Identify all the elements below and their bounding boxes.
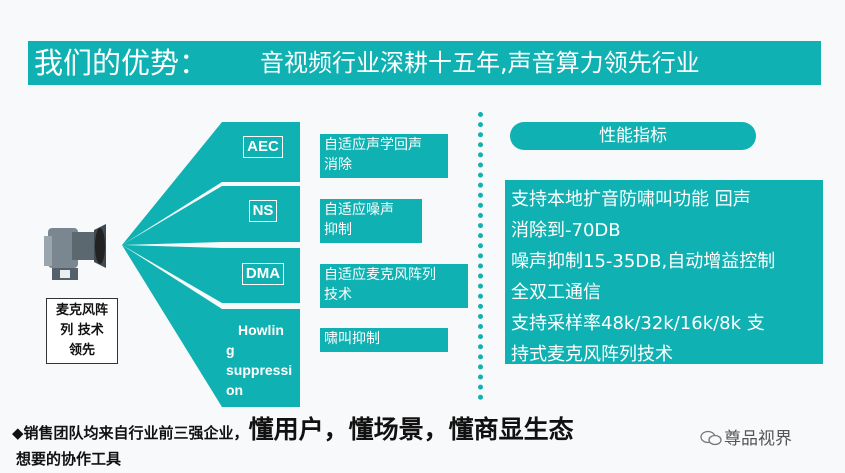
performance-line-6: 持式麦克风阵列技术 [511,344,673,365]
desc-aec-line-1: 自适应声学回声 [324,137,422,153]
title-slogan: 音视频行业深耕十五年,声音算力领先行业 [260,49,700,77]
performance-line-1: 支持本地扩音防啸叫功能 回声 [511,189,751,210]
desc-howling-line-1: 啸叫抑制 [324,331,380,347]
device-label: 麦克风阵 列 技术 领先 [46,298,118,364]
desc-dma: 自适应麦克风阵列 技术 [320,264,468,308]
module-howling-label-4: on [226,382,244,398]
fan-wedge-howling [122,245,300,407]
watermark-text: 尊品视界 [724,429,792,449]
performance-line-2: 消除到-70DB [511,220,621,241]
desc-aec: 自适应声学回声 消除 [320,134,448,178]
module-ns-label: NS [248,200,278,222]
module-howling: Howlin g suppressi on [226,320,302,400]
performance-line-4: 全双工通信 [511,282,601,303]
title-banner: 我们的优势： 音视频行业深耕十五年,声音算力领先行业 [28,41,821,85]
module-aec-label: AEC [243,136,283,158]
footer-bullet: ◆ [12,424,24,442]
module-howling-label-2: g [226,342,235,358]
fan-wedge-dma [122,245,300,303]
footer-slogan: 懂用户，懂场景，懂商显生态 [248,415,574,444]
performance-box: 支持本地扩音防啸叫功能 回声 消除到-70DB 噪声抑制15-35DB,自动增益… [505,180,823,365]
module-ns: NS [230,200,296,222]
wechat-icon [700,430,722,446]
desc-ns-line-2: 抑制 [324,222,352,238]
conference-camera-icon [44,224,106,280]
module-dma-label: DMA [241,263,285,285]
footer-team-text: 销售团队均来自行业前三强企业， [23,424,249,442]
module-aec: AEC [230,136,296,158]
module-dma: DMA [230,263,296,285]
desc-aec-line-2: 消除 [324,157,352,173]
performance-line-5: 支持采样率48k/32k/16k/8k 支 [511,313,765,334]
module-howling-label-3: suppressi [226,362,293,378]
title-prefix: 我们的优势： [34,46,209,80]
device-label-line-1: 麦克风阵 [55,303,108,318]
desc-dma-line-1: 自适应麦克风阵列 [324,267,436,283]
device-label-line-3: 领先 [68,343,95,358]
footer-line-1: ◆销售团队均来自行业前三强企业，懂用户，懂场景，懂商显生态 [12,410,574,446]
desc-ns-line-1: 自适应噪声 [324,202,394,218]
device-label-line-2: 列 技术 [60,323,104,338]
desc-howling: 啸叫抑制 [320,328,448,352]
performance-line-3: 噪声抑制15-35DB,自动增益控制 [511,251,776,272]
watermark: 尊品视界 [700,424,792,449]
desc-ns: 自适应噪声 抑制 [320,199,422,243]
module-howling-label-1: Howlin [238,322,284,338]
footer-line-2: 想要的协作工具 [16,450,122,468]
performance-heading: 性能指标 [510,122,756,150]
desc-dma-line-2: 技术 [324,287,352,303]
dotted-divider [478,112,483,400]
